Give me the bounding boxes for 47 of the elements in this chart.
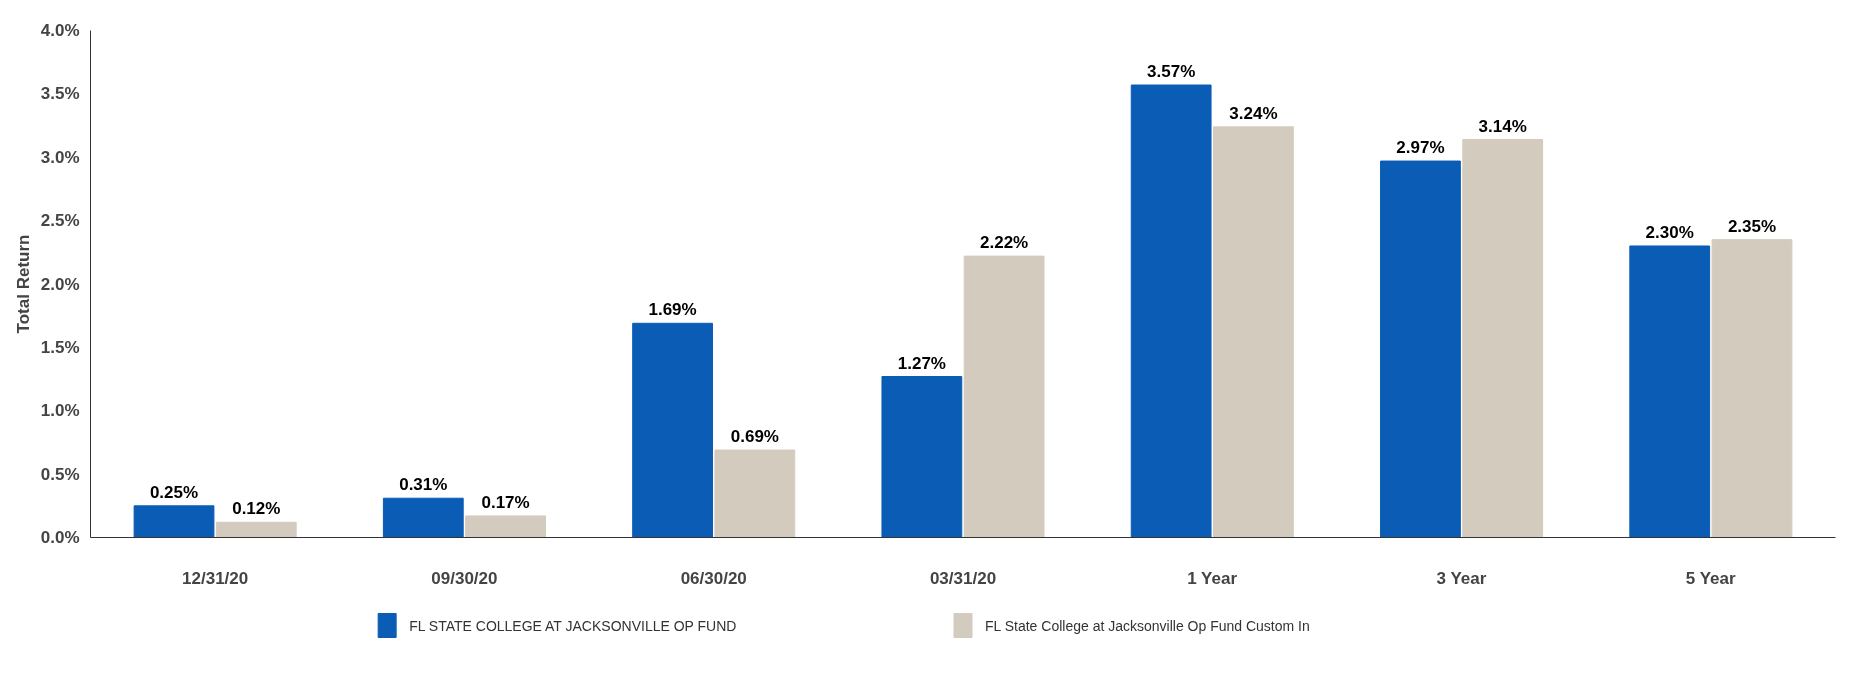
x-tick-label: 3 Year <box>1436 568 1487 588</box>
bar <box>1213 126 1294 538</box>
x-tick-label: 12/31/20 <box>182 568 249 588</box>
bar <box>632 322 713 538</box>
data-label: 0.31% <box>399 475 448 495</box>
y-tick-label: 1.0% <box>40 401 80 421</box>
data-label: 2.22% <box>980 233 1029 253</box>
data-label: 1.27% <box>897 353 946 373</box>
y-tick-label: 3.0% <box>40 147 80 167</box>
legend-label: FL State College at Jacksonville Op Fund Custom In <box>985 617 1310 634</box>
y-tick-label: 0.5% <box>40 464 80 484</box>
y-tick-label: 0.0% <box>40 528 80 547</box>
y-tick-label: 1.5% <box>40 337 80 357</box>
bar <box>1380 160 1461 538</box>
bar <box>963 255 1045 538</box>
data-label: 0.25% <box>149 482 199 502</box>
data-label: 0.12% <box>232 499 281 519</box>
bar <box>382 497 464 538</box>
data-label: 3.57% <box>1147 62 1196 81</box>
data-label: 0.17% <box>481 492 530 512</box>
bar <box>1629 245 1711 538</box>
x-tick-label: 06/30/20 <box>680 568 747 588</box>
bar <box>1130 84 1212 538</box>
x-tick-label: 09/30/20 <box>431 568 498 588</box>
data-label: 0.69% <box>730 427 779 447</box>
y-tick-label: 2.5% <box>40 211 80 231</box>
y-tick-label: 2.0% <box>40 274 80 294</box>
data-label: 2.35% <box>1727 216 1777 236</box>
bar <box>714 449 796 538</box>
data-label: 1.69% <box>648 300 697 320</box>
legend-label: FL STATE COLLEGE AT JACKSONVILLE OP FUND <box>409 617 737 634</box>
bar <box>465 515 546 538</box>
x-tick-label: 1 Year <box>1187 568 1238 588</box>
y-tick-label: 4.0% <box>40 21 80 40</box>
x-tick-label: 5 Year <box>1685 568 1736 588</box>
y-tick-label: 3.5% <box>40 84 80 104</box>
y-axis-title: Total Return <box>13 234 33 334</box>
data-label: 3.24% <box>1229 103 1278 123</box>
data-label: 3.14% <box>1478 116 1527 136</box>
bar <box>881 376 963 538</box>
data-label: 2.30% <box>1645 222 1694 242</box>
bar <box>1711 239 1793 538</box>
bar <box>215 521 297 538</box>
bar <box>133 505 215 538</box>
bar <box>1462 139 1544 538</box>
x-tick-label: 03/31/20 <box>929 568 997 588</box>
data-label: 2.97% <box>1396 138 1445 158</box>
